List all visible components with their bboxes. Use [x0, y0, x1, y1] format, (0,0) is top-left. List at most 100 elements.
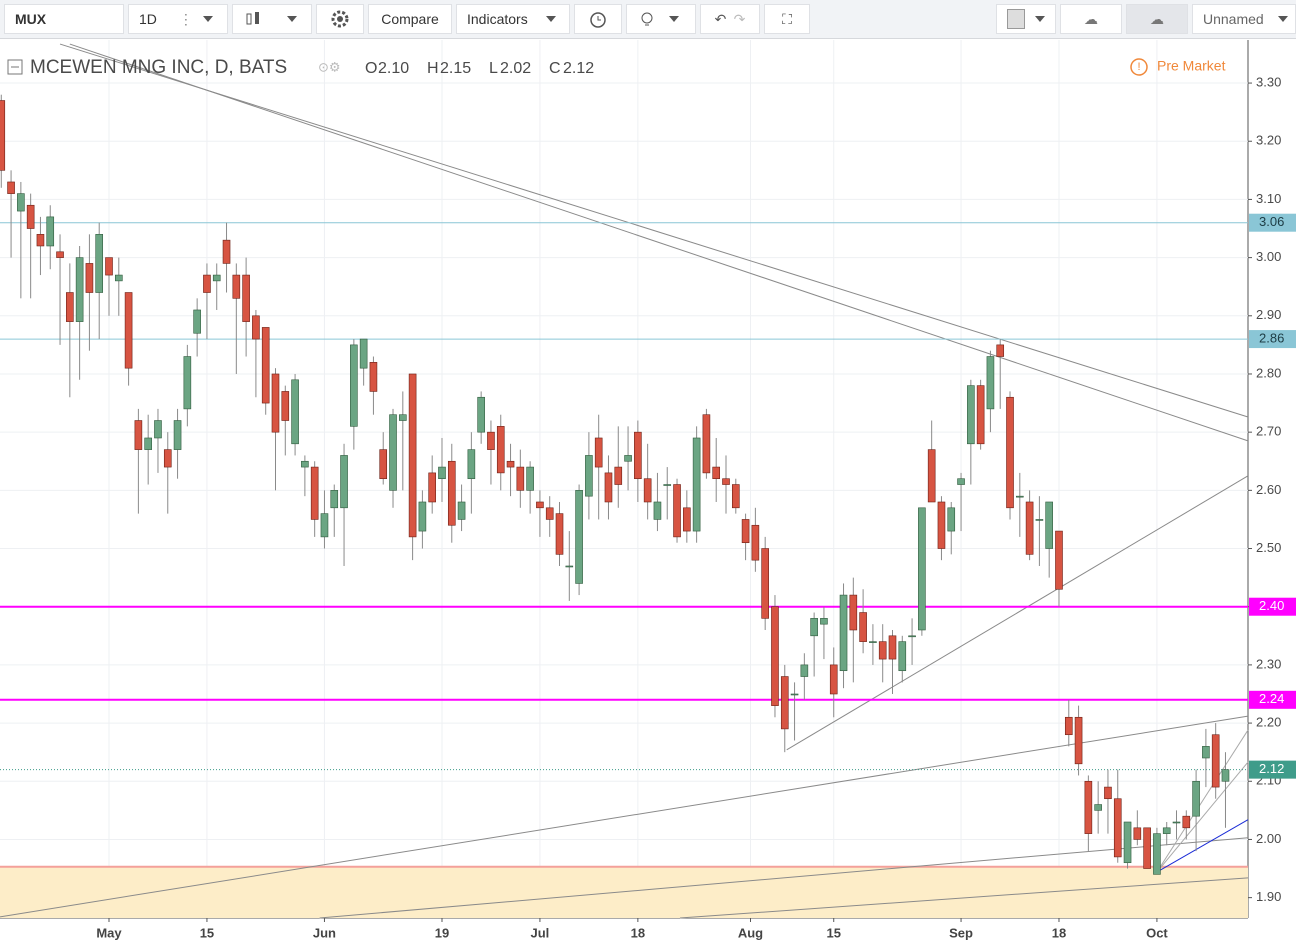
candle-body	[663, 484, 672, 486]
y-tick-label: 3.30	[1256, 74, 1281, 89]
chart-title: MCEWEN MNG INC, D, BATS	[30, 57, 287, 78]
high-value: 2.15	[440, 60, 471, 77]
layout-square[interactable]	[996, 4, 1056, 34]
candle-body	[722, 478, 730, 485]
save-button[interactable]: ☁	[1126, 4, 1188, 34]
candle-body	[477, 396, 485, 433]
candle-body	[1221, 769, 1230, 782]
price-label-bg	[1249, 690, 1296, 709]
candle-body	[849, 594, 858, 631]
candle-body	[281, 391, 290, 421]
x-tick-label: 15	[826, 925, 840, 940]
candle-body	[232, 274, 241, 299]
candle-body	[771, 606, 779, 706]
candle-body	[712, 466, 721, 480]
candle-body	[594, 437, 603, 468]
candle-body	[790, 693, 799, 696]
candle-body	[673, 484, 681, 538]
price-label: 2.40	[1259, 598, 1284, 613]
price-axis-bg	[1248, 40, 1296, 951]
candle-body	[467, 449, 476, 480]
candle-body	[399, 414, 407, 421]
candle-body	[555, 513, 564, 555]
y-tick-label: 2.20	[1256, 715, 1281, 730]
candle-body	[1192, 780, 1200, 817]
candle-body	[575, 490, 583, 584]
symbol-input[interactable]: MUX	[4, 4, 124, 34]
y-tick-label: 1.90	[1256, 889, 1281, 904]
candle-body	[350, 344, 358, 427]
candle-body	[614, 466, 623, 485]
settings-button[interactable]	[316, 4, 364, 34]
x-tick-label: Oct	[1146, 925, 1168, 940]
x-tick-label: 18	[1052, 925, 1066, 940]
candle-body	[839, 594, 848, 672]
candle-body	[56, 251, 64, 258]
layout-name[interactable]: Unnamed	[1192, 4, 1296, 34]
candle-body	[144, 437, 152, 450]
alert-button[interactable]	[574, 4, 622, 34]
candle-body	[428, 472, 436, 503]
chart-style-button[interactable]	[232, 4, 312, 34]
x-tick-label: 15	[200, 925, 214, 940]
candle-body	[203, 274, 211, 293]
price-label-bg	[1249, 760, 1296, 779]
candle-body	[536, 501, 544, 509]
price-label: 3.06	[1259, 214, 1284, 229]
candle-body	[105, 257, 113, 276]
candle-body	[134, 420, 143, 450]
candle-body	[702, 414, 711, 474]
candle-body	[585, 455, 593, 497]
indicators-button[interactable]: Indicators	[456, 4, 570, 34]
candle-body	[124, 292, 133, 369]
price-label: 2.24	[1259, 691, 1284, 706]
candle-body	[976, 385, 985, 445]
candle-body	[154, 420, 162, 439]
candle-body	[918, 507, 926, 631]
candle-body	[1153, 833, 1161, 875]
candle-body	[565, 565, 574, 568]
candle-body	[888, 635, 897, 660]
candle-body	[820, 618, 828, 625]
zone	[0, 866, 1248, 918]
candle-body	[1162, 827, 1171, 834]
candle-body	[408, 373, 417, 538]
candle-body	[1143, 827, 1151, 869]
candle-body	[66, 292, 74, 322]
candle-body	[330, 490, 339, 509]
candle-body	[310, 466, 319, 520]
candle-body	[957, 478, 965, 485]
candle-body	[291, 379, 299, 445]
candle-body	[301, 460, 309, 468]
trend-line	[679, 877, 1249, 919]
price-label-bg	[1249, 597, 1296, 616]
candle-body	[252, 315, 260, 340]
fullscreen-button[interactable]: ⛶	[764, 4, 810, 34]
x-tick-label: Sep	[949, 925, 973, 940]
market-status-icon	[1130, 58, 1148, 76]
candle-body	[0, 100, 6, 171]
candle-body	[1025, 501, 1034, 555]
candle-body	[222, 239, 231, 264]
candle-body	[193, 309, 201, 334]
market-status-mark: !	[1137, 61, 1140, 73]
interval-button[interactable]: 1D ⋮	[128, 4, 228, 34]
candle-body	[869, 641, 877, 643]
alarm-icon	[590, 12, 606, 28]
undo-redo[interactable]: ↶ ↷	[700, 4, 760, 34]
load-button[interactable]: ☁	[1060, 4, 1122, 34]
low-label: L	[489, 60, 498, 77]
trend-line	[319, 837, 1249, 919]
candle-body	[114, 274, 123, 282]
close-value: 2.12	[563, 60, 594, 77]
candle-icon	[246, 12, 259, 25]
candle-body	[800, 664, 809, 677]
candle-body	[75, 257, 84, 322]
candle-body	[359, 338, 368, 369]
compare-button[interactable]: Compare	[368, 4, 452, 34]
trend-line	[0, 715, 1249, 918]
ideas-button[interactable]	[626, 4, 696, 34]
candle-body	[526, 466, 534, 491]
candle-body	[26, 204, 35, 229]
